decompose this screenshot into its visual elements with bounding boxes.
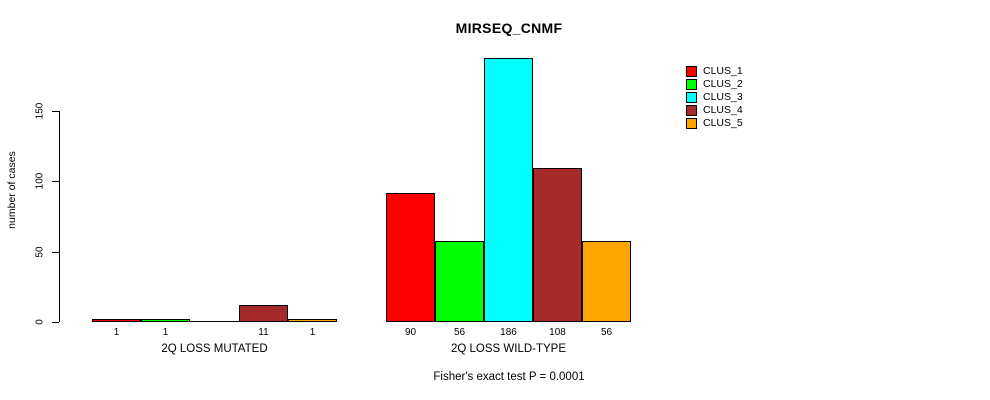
legend-label: CLUS_5 [703,117,743,129]
bar-clus_1 [92,319,141,322]
y-axis-tick-label: 0 [34,319,46,325]
y-axis [59,111,60,322]
legend-item-clus_3: CLUS_3 [686,92,743,103]
y-axis-tick [52,252,59,253]
bar-clus_5 [582,241,631,322]
bar-count-label: 1 [162,327,169,338]
y-axis-tick-label: 100 [34,172,46,190]
bar-clus_2 [141,319,190,322]
bar-count-label: 56 [453,327,466,338]
cluster-legend: CLUS_1 CLUS_2 CLUS_3 CLUS_4 CLUS_5 [686,66,743,131]
bar-count-label: 11 [258,327,269,338]
fisher-test-note: Fisher's exact test P = 0.0001 [433,371,585,383]
chart-title: MIRSEQ_CNMF [455,20,563,36]
bar-clus_2 [435,241,484,322]
legend-label: CLUS_4 [703,104,743,116]
y-axis-label: number of cases [6,151,18,229]
legend-swatch-icon [686,66,697,77]
bar-clus_5 [288,319,337,322]
legend-label: CLUS_3 [703,91,743,103]
bar-clus_4 [239,305,288,322]
bar-count-label: 108 [549,327,566,338]
y-axis-tick [52,322,59,323]
legend-label: CLUS_2 [703,78,743,90]
legend-swatch-icon [686,79,697,90]
legend-swatch-icon [686,92,697,103]
bar-clus_1 [386,193,435,322]
bar-count-label: 186 [500,327,517,338]
category-label: 2Q LOSS WILD-TYPE [450,343,567,355]
bar-count-label: 1 [309,327,316,338]
legend-label: CLUS_1 [703,65,743,77]
y-axis-tick [52,111,59,112]
bar-count-label: 1 [113,327,120,338]
legend-item-clus_1: CLUS_1 [686,66,743,77]
category-label: 2Q LOSS MUTATED [161,343,268,355]
y-axis-tick-label: 50 [34,246,46,258]
y-axis-tick [52,181,59,182]
bar-count-label: 90 [404,327,417,338]
legend-item-clus_2: CLUS_2 [686,79,743,90]
legend-item-clus_5: CLUS_5 [686,118,743,129]
legend-swatch-icon [686,118,697,129]
bar-clus_3-zero [190,321,239,322]
bar-count-label: 56 [600,327,613,338]
legend-item-clus_4: CLUS_4 [686,105,743,116]
bar-clus_4 [533,168,582,322]
legend-swatch-icon [686,105,697,116]
bar-clus_3 [484,58,533,322]
y-axis-tick-label: 150 [34,102,46,120]
